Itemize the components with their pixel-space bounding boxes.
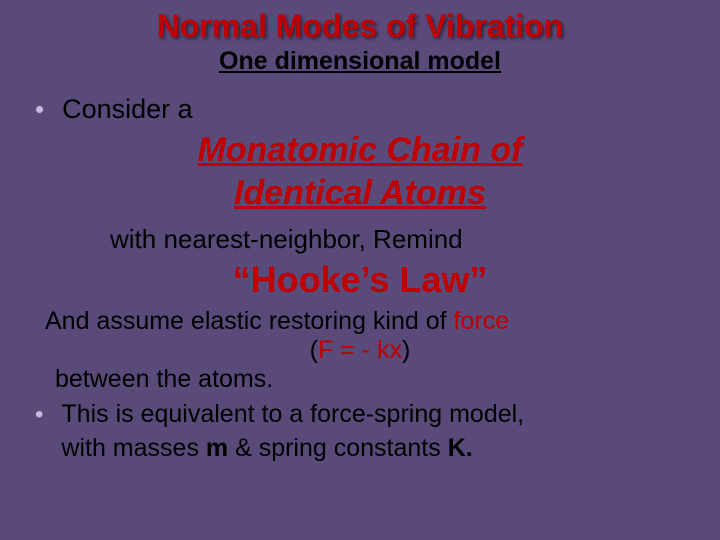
slide-container: Normal Modes of Vibration One dimensiona… <box>0 0 720 540</box>
equiv-line1: This is equivalent to a force-spring mod… <box>61 400 524 428</box>
paren-close: ) <box>402 336 410 364</box>
formula-body: F = - kx <box>318 336 402 364</box>
emphasis-line1: Monatomic Chain of <box>198 131 523 169</box>
bullet-row-consider: • Consider a <box>30 94 690 125</box>
bullet-icon: • <box>35 401 43 429</box>
formula-line: (F = - kx) <box>30 336 690 365</box>
assume-line: And assume elastic restoring kind of for… <box>45 307 690 336</box>
slide-subtitle: One dimensional model <box>30 47 690 76</box>
equiv-line2-mid: & spring constants <box>228 434 448 462</box>
emphasis-block: Monatomic Chain of Identical Atoms <box>30 129 690 214</box>
bullet-icon: • <box>35 94 44 125</box>
bullet-row-equiv: • This is equivalent to a force-spring m… <box>30 398 690 466</box>
paren-open: ( <box>310 336 318 364</box>
force-word: force <box>454 307 510 335</box>
between-text: between the atoms. <box>55 365 690 394</box>
equiv-text: This is equivalent to a force-spring mod… <box>61 398 524 466</box>
hooke-law-text: “Hooke’s Law” <box>30 259 690 301</box>
assume-pre: And assume elastic restoring kind of <box>45 307 454 335</box>
slide-title: Normal Modes of Vibration <box>30 8 690 45</box>
equiv-line2-pre: with masses <box>61 434 205 462</box>
emphasis-line2: Identical Atoms <box>234 174 486 212</box>
spring-k: K. <box>448 434 473 462</box>
nearest-neighbor-text: with nearest-neighbor, Remind <box>110 224 690 255</box>
mass-m: m <box>206 434 228 462</box>
consider-text: Consider a <box>62 94 193 125</box>
